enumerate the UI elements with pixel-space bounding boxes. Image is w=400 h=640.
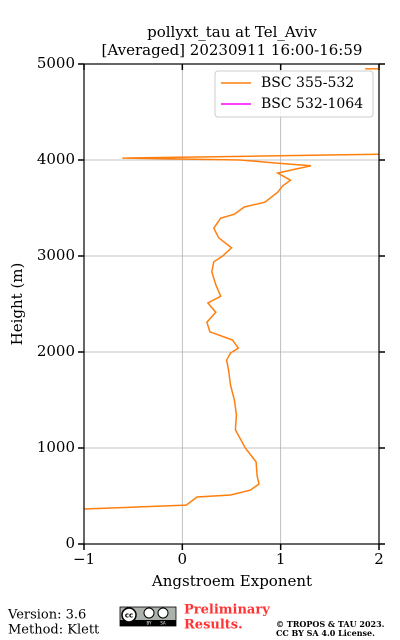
- preliminary-note: Preliminary: [184, 603, 270, 618]
- legend-label: BSC 532-1064: [261, 96, 363, 112]
- x-tick-label: 1: [276, 550, 286, 568]
- x-tick-label: −1: [73, 550, 95, 568]
- by-text: BY: [147, 621, 153, 626]
- cc-text: cc: [125, 612, 133, 620]
- y-tick-label: 0: [65, 534, 75, 552]
- legend-label: BSC 355-532: [261, 75, 354, 91]
- x-tick-label: 2: [374, 550, 384, 568]
- chart-subtitle: [Averaged] 20230911 16:00-16:59: [102, 41, 363, 59]
- sa-text: SA: [160, 621, 166, 626]
- cc-icon: cc BY SA: [119, 606, 177, 627]
- y-tick-label: 2000: [37, 342, 75, 360]
- x-tick-label: 0: [178, 550, 188, 568]
- license: CC BY SA 4.0 License.: [276, 628, 375, 638]
- y-tick-label: 1000: [37, 438, 75, 456]
- method: Method: Klett: [8, 623, 100, 638]
- profile-line: [84, 153, 379, 510]
- preliminary-note: Results.: [184, 618, 243, 633]
- version: Version: 3.6: [7, 608, 86, 623]
- license: © TROPOS & TAU 2023.: [276, 619, 385, 629]
- y-tick-label: 4000: [37, 150, 75, 168]
- legend-box: [214, 70, 374, 118]
- axes-frame: [83, 63, 380, 545]
- x-axis-label: Angstroem Exponent: [151, 572, 312, 590]
- y-tick-label: 3000: [37, 246, 75, 264]
- y-tick-label: 5000: [37, 54, 75, 72]
- y-axis-label: Height (m): [8, 263, 26, 346]
- chart-title: pollyxt_tau at Tel_Aviv: [147, 23, 317, 41]
